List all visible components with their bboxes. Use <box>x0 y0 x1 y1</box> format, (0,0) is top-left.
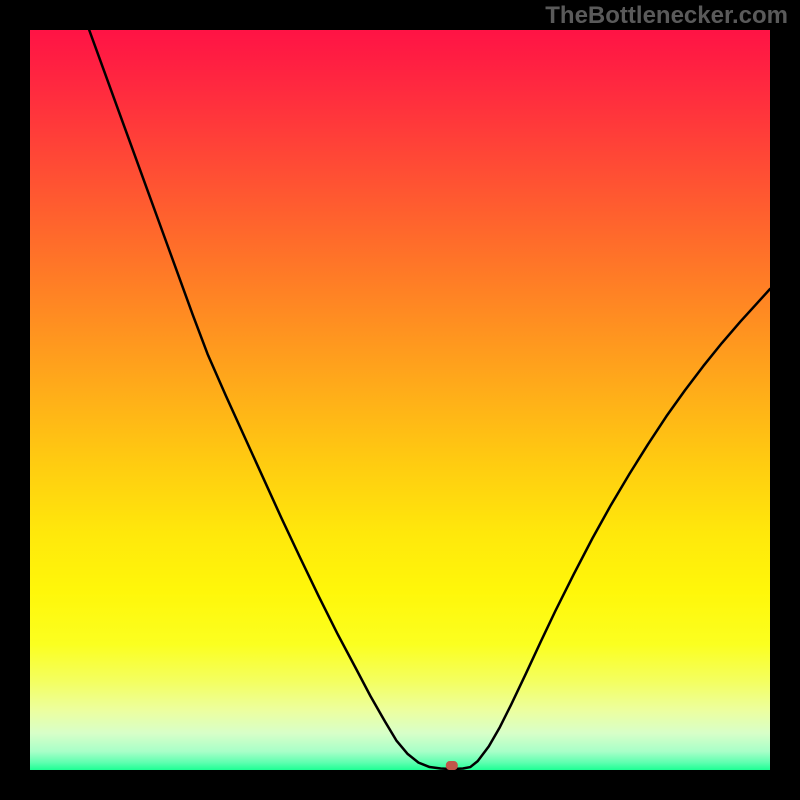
watermark-text: TheBottlenecker.com <box>545 2 788 30</box>
chart-svg <box>30 30 770 770</box>
optimal-point-marker <box>446 761 458 770</box>
plot-background <box>30 30 770 770</box>
plot-region <box>30 30 770 770</box>
chart-container: TheBottlenecker.com <box>0 0 800 800</box>
